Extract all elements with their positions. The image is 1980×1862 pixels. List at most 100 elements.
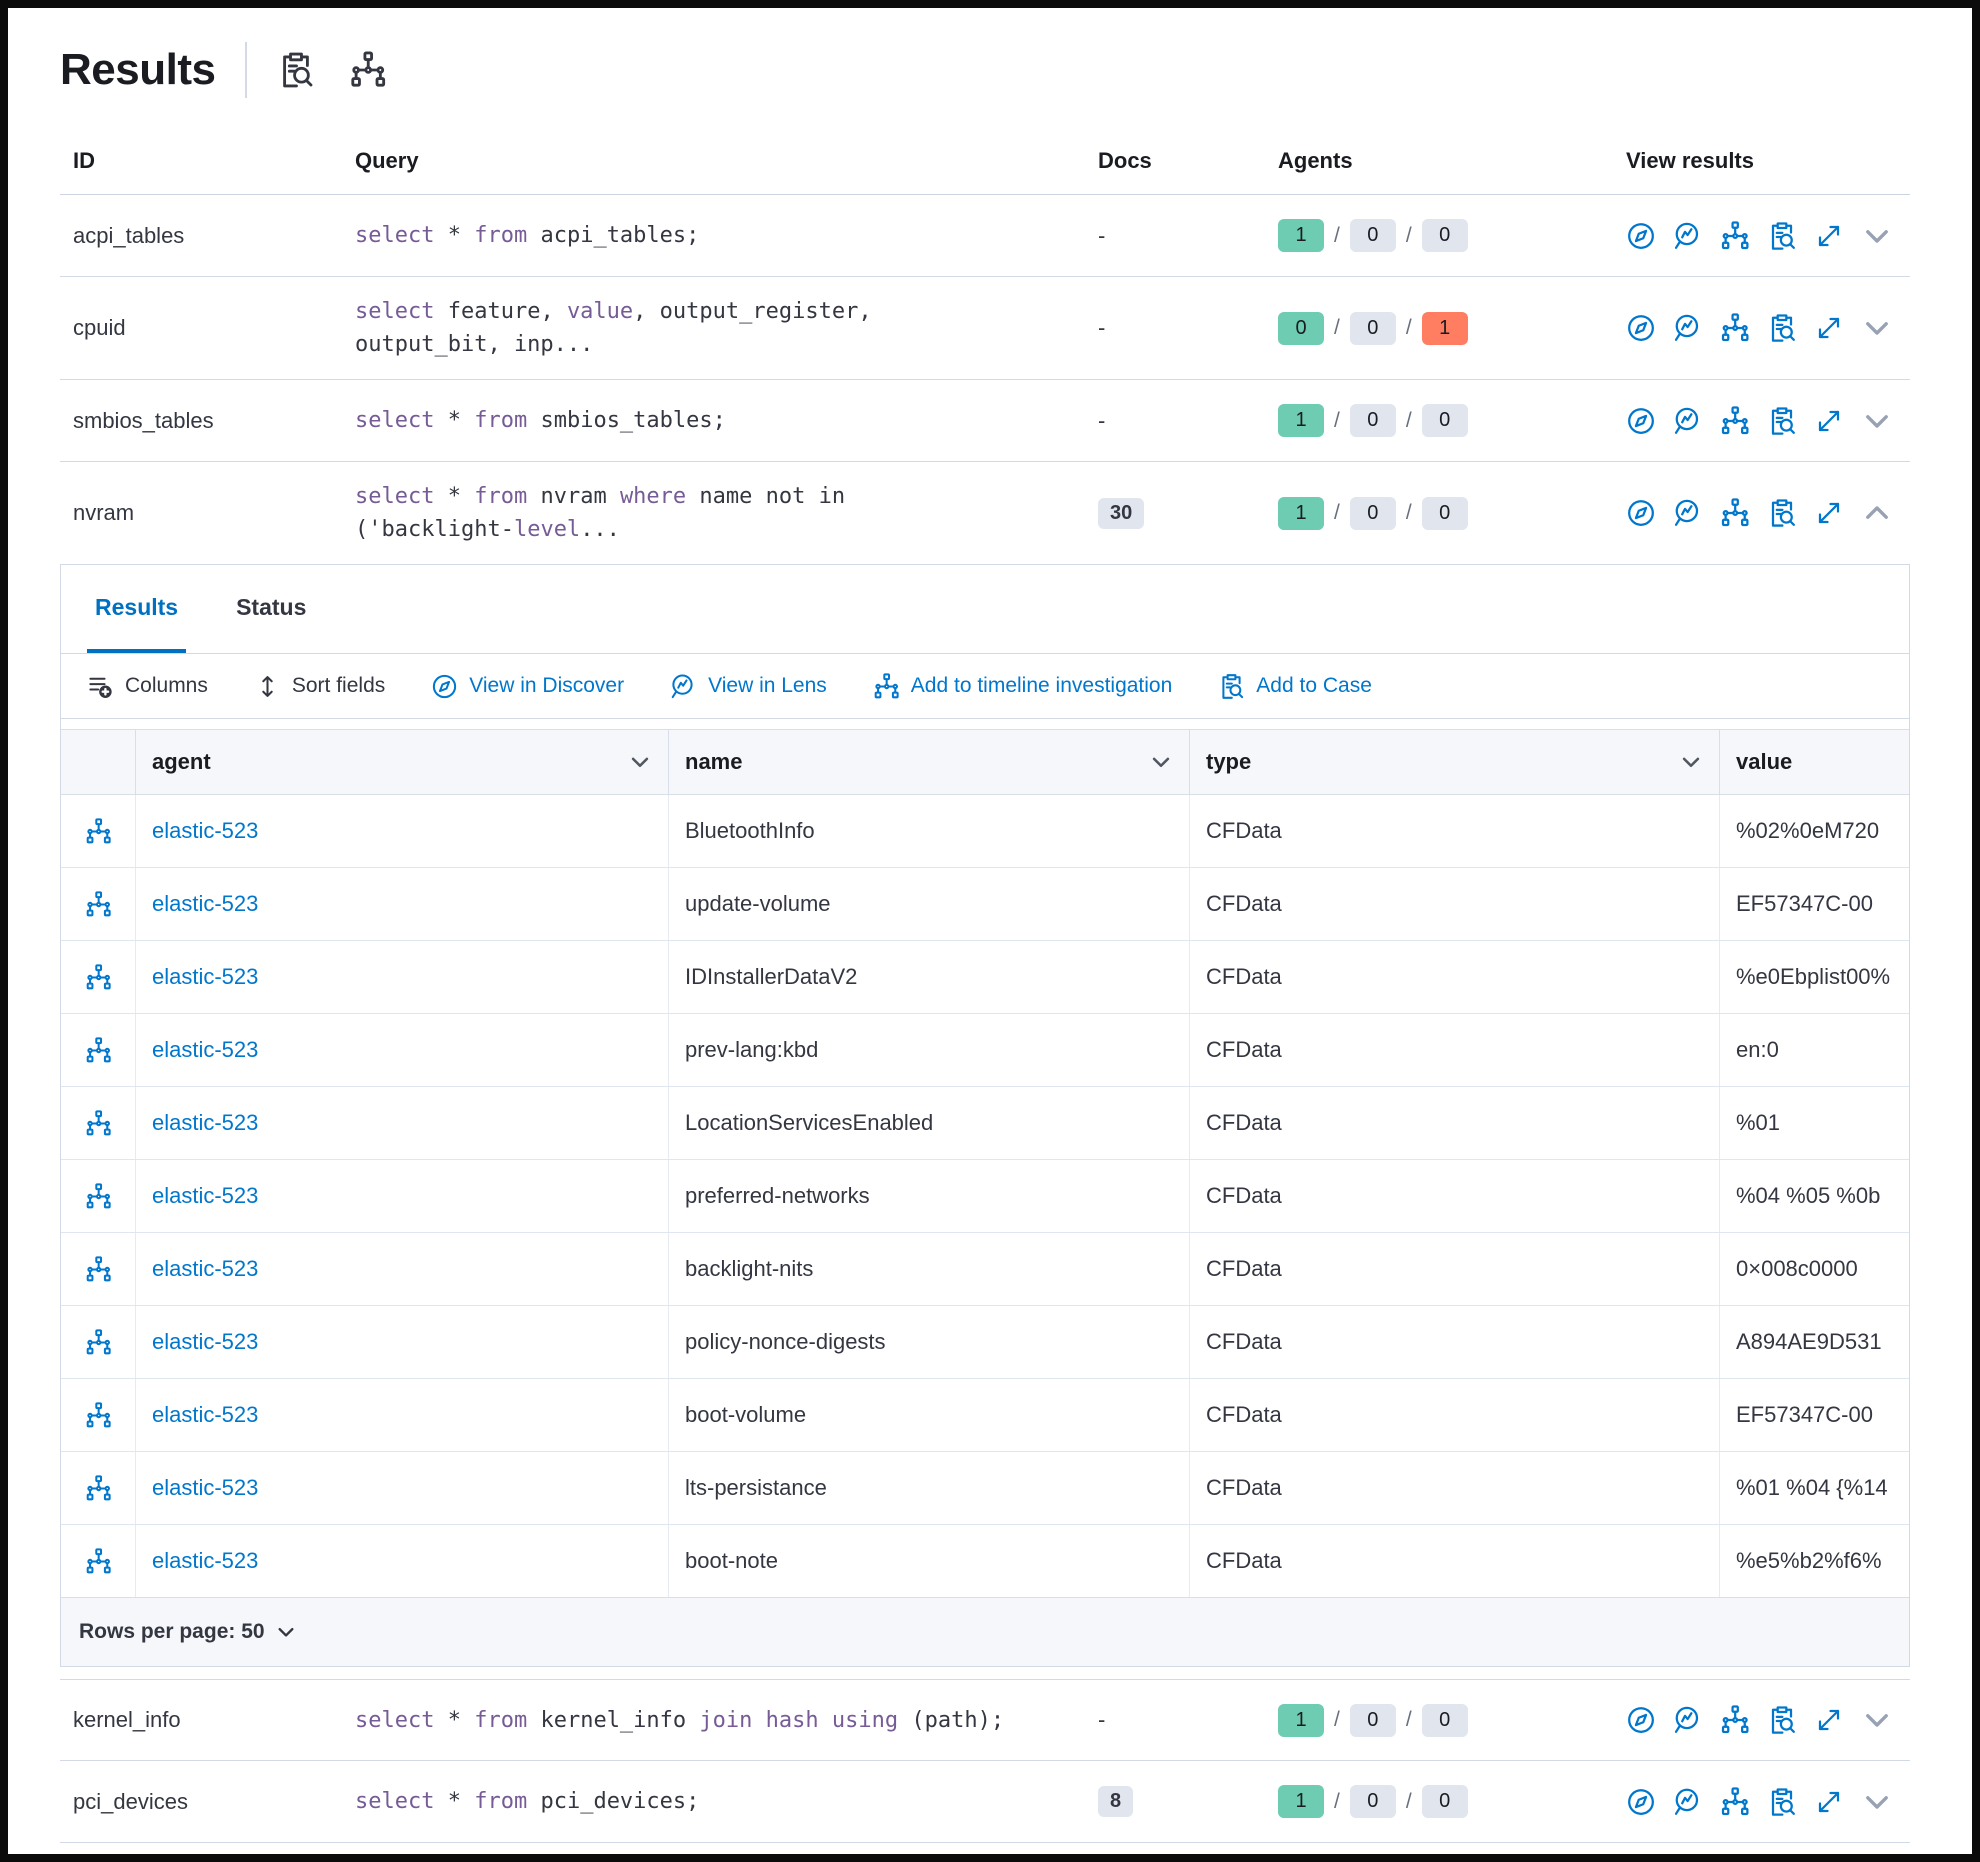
timeline-icon[interactable] (1720, 313, 1750, 343)
query-sql: select * from pci_devices; (355, 1785, 1083, 1818)
toolbar-add-to-case[interactable]: Add to Case (1218, 673, 1372, 700)
expand-icon[interactable] (1814, 221, 1844, 251)
agent-link[interactable]: elastic-523 (152, 1183, 259, 1208)
chevron-down-icon[interactable] (628, 750, 652, 774)
chevron-down-icon[interactable] (1679, 750, 1703, 774)
agent-status-badge: 0 (1421, 1785, 1468, 1818)
timeline-icon[interactable] (85, 817, 112, 845)
lens-icon[interactable] (1673, 498, 1703, 528)
agent-link[interactable]: elastic-523 (152, 1402, 259, 1427)
timeline-icon[interactable] (85, 1109, 112, 1137)
agent-link[interactable]: elastic-523 (152, 1329, 259, 1354)
discover-icon[interactable] (1626, 221, 1656, 251)
timeline-icon[interactable] (1720, 498, 1750, 528)
tab-status[interactable]: Status (236, 593, 307, 620)
expand-icon[interactable] (1814, 313, 1844, 343)
grid-row: elastic-523 prev-lang:kbd CFData en:0 (61, 1014, 1909, 1087)
docs-count: 30 (1083, 497, 1268, 529)
grid-row-icon-cell (61, 795, 136, 867)
inspect-icon[interactable] (1767, 498, 1797, 528)
agent-status-badge: 0 (1278, 311, 1324, 345)
agent-link[interactable]: elastic-523 (152, 891, 259, 916)
status-separator: / (1405, 316, 1412, 339)
sort-icon (254, 673, 281, 700)
chevron-down-icon[interactable] (1861, 312, 1893, 344)
agent-link[interactable]: elastic-523 (152, 818, 259, 843)
chevron-down-icon[interactable] (1149, 750, 1173, 774)
timeline-icon[interactable] (85, 890, 112, 918)
toolbar-view-in-discover[interactable]: View in Discover (431, 673, 624, 700)
toolbar-sort-fields[interactable]: Sort fields (254, 673, 385, 700)
timeline-icon[interactable] (1720, 405, 1750, 436)
chevron-up-icon[interactable] (1861, 497, 1893, 529)
agent-link[interactable]: elastic-523 (152, 964, 259, 989)
chevron-down-icon[interactable] (1861, 1704, 1893, 1736)
grid-cell-type: CFData (1190, 941, 1720, 1013)
inspect-icon[interactable] (1767, 221, 1797, 251)
discover-icon[interactable] (1626, 498, 1656, 528)
chevron-down-icon[interactable] (1861, 405, 1893, 437)
timeline-icon[interactable] (85, 1474, 112, 1502)
lens-icon[interactable] (1673, 313, 1703, 343)
docs-count: - (1098, 222, 1106, 248)
grid-column-header-agent[interactable]: agent (136, 730, 669, 794)
timeline-icon[interactable] (85, 963, 112, 991)
timeline-icon[interactable] (85, 1182, 112, 1210)
query-sql: select * from kernel_info join hash usin… (355, 1704, 1083, 1737)
lens-icon (670, 673, 697, 700)
timeline-icon[interactable] (85, 1036, 112, 1064)
timeline-icon[interactable] (349, 51, 387, 89)
grid-column-header-name[interactable]: name (669, 730, 1190, 794)
agent-link[interactable]: elastic-523 (152, 1037, 259, 1062)
grid-row: elastic-523 BluetoothInfo CFData %02%0eM720 (61, 795, 1909, 868)
expand-icon[interactable] (1814, 498, 1844, 528)
discover-icon[interactable] (1626, 406, 1656, 436)
discover-icon[interactable] (1626, 1787, 1656, 1817)
timeline-icon[interactable] (1720, 220, 1750, 251)
inspect-icon[interactable] (277, 51, 315, 89)
agent-status-badge: 0 (1349, 219, 1396, 252)
timeline-icon[interactable] (85, 1401, 112, 1429)
chevron-down-icon[interactable] (1861, 1786, 1893, 1818)
expand-icon[interactable] (1814, 406, 1844, 436)
timeline-icon[interactable] (1720, 1786, 1750, 1817)
panel-tabs: Results Status (61, 565, 1909, 654)
grid-cell-agent: elastic-523 (136, 1160, 669, 1232)
lens-icon[interactable] (1673, 1787, 1703, 1817)
inspect-icon[interactable] (1767, 313, 1797, 343)
rows-per-page-control[interactable]: Rows per page: 50 (79, 1620, 265, 1643)
lens-icon[interactable] (1673, 406, 1703, 436)
lens-icon[interactable] (1673, 221, 1703, 251)
grid-cell-value: %02%0eM720 (1736, 818, 1880, 843)
timeline-icon[interactable] (85, 1255, 112, 1283)
discover-icon[interactable] (1626, 313, 1656, 343)
timeline-icon[interactable] (85, 1547, 112, 1575)
chevron-down-icon[interactable] (1861, 220, 1893, 252)
grid-cell-name: preferred-networks (669, 1160, 1190, 1232)
expand-icon[interactable] (1814, 1787, 1844, 1817)
grid-cell-agent: elastic-523 (136, 795, 669, 867)
timeline-icon[interactable] (1720, 1705, 1750, 1735)
agent-link[interactable]: elastic-523 (152, 1110, 259, 1135)
grid-cell-value: EF57347C-00 (1736, 1402, 1873, 1427)
agent-link[interactable]: elastic-523 (152, 1475, 259, 1500)
grid-column-header-value[interactable]: value (1720, 730, 1909, 794)
expand-icon[interactable] (1814, 1705, 1844, 1735)
timeline-icon[interactable] (85, 1328, 112, 1356)
inspect-icon[interactable] (1767, 1705, 1797, 1735)
toolbar-view-in-lens[interactable]: View in Lens (670, 673, 827, 700)
status-separator: / (1405, 1789, 1412, 1813)
grid-column-header-type[interactable]: type (1190, 730, 1720, 794)
toolbar-columns[interactable]: Columns (87, 673, 208, 700)
discover-icon[interactable] (1626, 1705, 1656, 1735)
inspect-icon[interactable] (1767, 406, 1797, 436)
toolbar-add-to-timeline-investigation[interactable]: Add to timeline investigation (873, 672, 1172, 700)
chevron-down-icon[interactable] (275, 1621, 297, 1643)
tab-results[interactable]: Results (87, 565, 187, 653)
grid-cell-value: %01 (1736, 1110, 1781, 1135)
lens-icon[interactable] (1673, 1705, 1703, 1735)
agent-link[interactable]: elastic-523 (152, 1256, 259, 1281)
inspect-icon[interactable] (1767, 1787, 1797, 1817)
agent-link[interactable]: elastic-523 (152, 1548, 259, 1573)
grid-row-icon-cell (61, 941, 136, 1013)
